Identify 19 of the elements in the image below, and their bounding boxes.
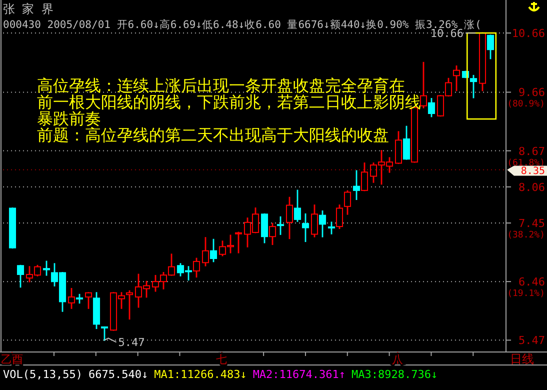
text: MA3:8928.736↓	[352, 368, 438, 381]
y-tick-label: 9.66 (80.9%)	[507, 86, 545, 110]
annotation: 暴跌前奏	[37, 109, 101, 128]
text: 6675.540↓	[88, 368, 148, 381]
y-tick-label: 6.46 (19.1%)	[507, 276, 545, 300]
y-tick-label: 8.06	[518, 180, 545, 194]
annotation: 前题：高位孕线的第二天不出现高于大阳线的收盘	[37, 126, 389, 144]
text: VOL(5,13,55)	[3, 368, 82, 381]
annotation: 10.66	[430, 27, 464, 40]
text: MA1:11266.483↓	[154, 368, 247, 381]
y-tick-label: 7.45 (38.2%)	[507, 216, 545, 240]
y-tick-label: 10.66	[512, 27, 545, 40]
text: 日线	[510, 352, 534, 366]
annotation: 5.47	[118, 336, 145, 350]
annotation: 高位孕线：连续上涨后出现一条开盘收盘完全孕育在	[37, 76, 405, 95]
y-tick-label: 5.47	[518, 334, 545, 348]
ref-line-label: 8.35	[520, 166, 545, 178]
text: MA2:11674.361↑	[252, 368, 346, 381]
chart-title: 张 家 界	[3, 2, 54, 16]
